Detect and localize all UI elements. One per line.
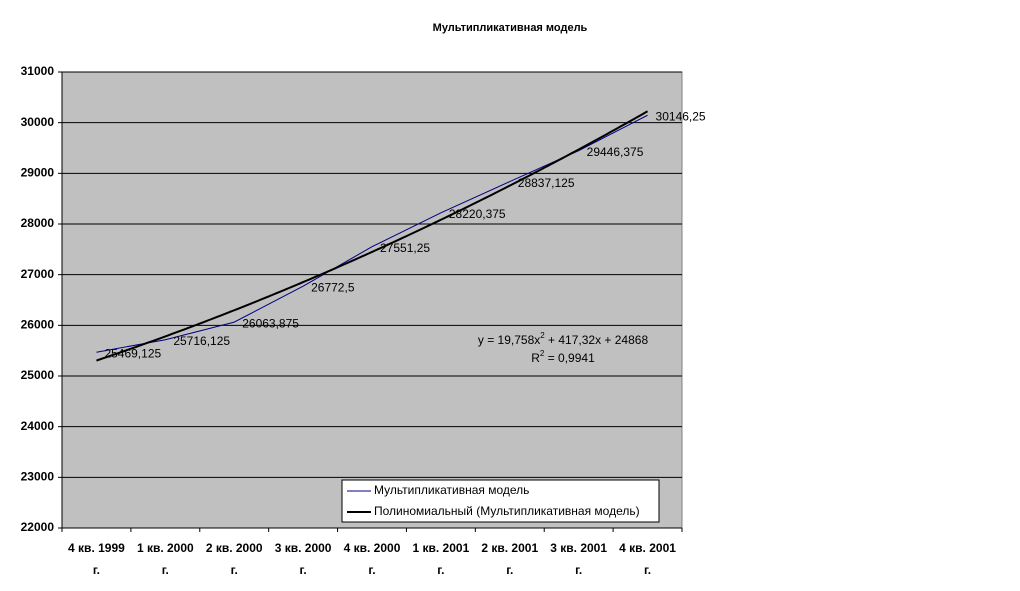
- plot-area: [61, 71, 683, 529]
- y-tick-label: 23000: [21, 470, 55, 484]
- trend-equation: y = 19,758x2 + 417,32x + 24868: [478, 331, 649, 347]
- data-label: 25469,125: [104, 346, 161, 360]
- trend-equation-part: + 417,32x + 24868: [545, 333, 649, 347]
- x-tick-label: 1 кв. 2001 г.: [412, 541, 470, 577]
- trend-equation-part: 2: [540, 331, 545, 340]
- data-label: 27551,25: [380, 241, 430, 255]
- trend-r2-part: = 0,9941: [544, 351, 595, 365]
- legend-label: Полиномиальный (Мультипликативная модель…: [374, 504, 640, 518]
- x-tick-label: 1 кв. 2000 г.: [136, 541, 194, 577]
- y-tick-label: 24000: [21, 419, 55, 433]
- trend-r2: R2 = 0,9941: [531, 349, 595, 365]
- y-tick-label: 26000: [21, 318, 55, 332]
- x-tick-label: 4 кв. 1999 г.: [68, 541, 125, 577]
- y-tick-label: 25000: [21, 368, 55, 382]
- trend-r2-part: 2: [540, 349, 545, 358]
- x-tick-label: 3 кв. 2000 г.: [274, 541, 332, 577]
- data-label: 30146,25: [656, 109, 706, 123]
- x-tick-label: 2 кв. 2001 г.: [481, 541, 539, 577]
- trend-r2-part: R: [531, 351, 540, 365]
- x-tick-label: 3 кв. 2001 г.: [550, 541, 608, 577]
- data-label: 25716,125: [173, 334, 230, 348]
- x-tick-label: 4 кв. 2001 г.: [619, 541, 676, 577]
- data-label: 26772,5: [311, 280, 355, 294]
- y-tick-label: 31000: [21, 64, 55, 78]
- trendline: [96, 110, 649, 362]
- legend: [341, 479, 660, 523]
- chart-title: Мультипликативная модель: [433, 22, 588, 34]
- y-tick-label: 28000: [21, 216, 55, 230]
- x-tick-label: 4 кв. 2000 г.: [343, 541, 401, 577]
- y-tick-label: 27000: [21, 267, 55, 281]
- trend-equation-part: y = 19,758x: [478, 333, 540, 347]
- data-label: 28220,375: [449, 207, 506, 221]
- data-label: 26063,875: [242, 316, 299, 330]
- data-label: 28837,125: [518, 176, 575, 190]
- y-tick-label: 29000: [21, 166, 55, 180]
- y-tick-label: 30000: [21, 115, 55, 129]
- x-tick-label: 2 кв. 2000 г.: [205, 541, 263, 577]
- legend-label: Мультипликативная модель: [374, 483, 529, 497]
- data-label: 29446,375: [587, 145, 644, 159]
- y-tick-label: 22000: [21, 520, 55, 534]
